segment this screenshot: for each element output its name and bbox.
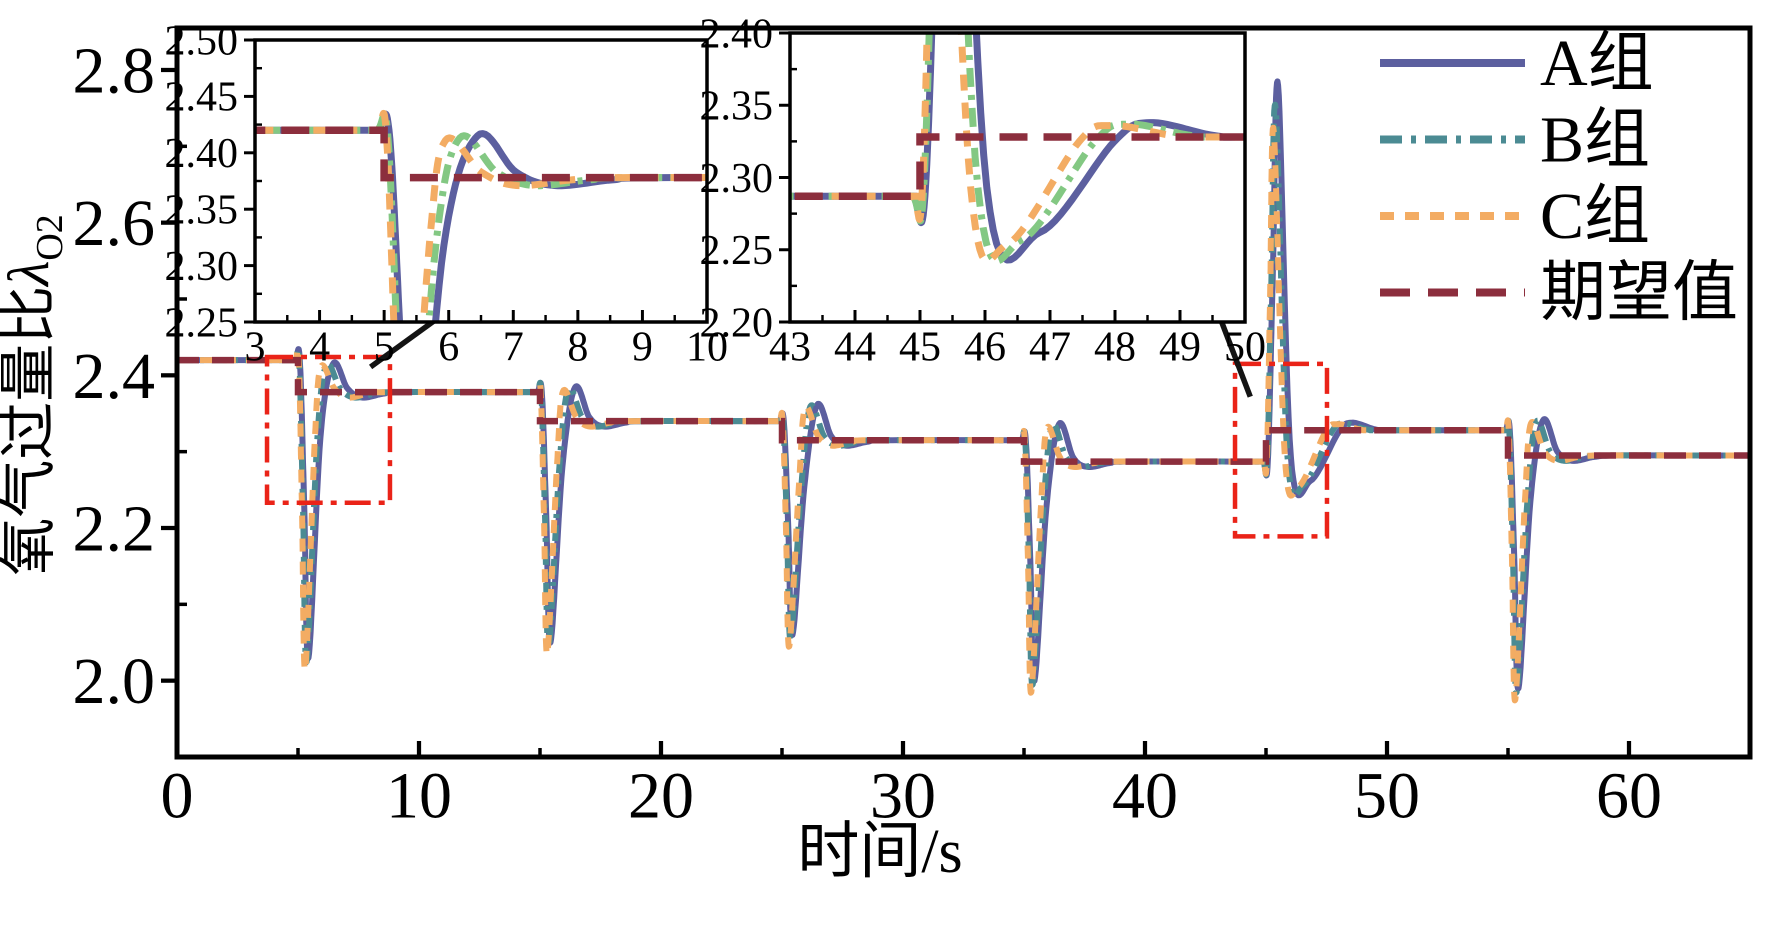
x-tick-label: 0 bbox=[161, 760, 194, 833]
legend-item-4: 期望值 bbox=[1380, 257, 1738, 330]
y-axis-title-lambda: λ bbox=[0, 261, 61, 288]
x-tick-label: 43 bbox=[769, 325, 811, 371]
y-tick-label: 2.40 bbox=[700, 11, 774, 57]
x-tick-label: 44 bbox=[834, 325, 876, 371]
y-tick-label: 2.0 bbox=[73, 645, 156, 718]
legend-label-3: C组 bbox=[1540, 180, 1650, 253]
main-axes: 0 10 20 30 40 50 60 2.0 2.2 2.4 2.6 2.8 bbox=[73, 25, 1753, 833]
x-tick-label: 5 bbox=[374, 325, 395, 371]
legend-item-3: C组 bbox=[1380, 180, 1650, 253]
zoom-region-rect-1 bbox=[264, 354, 393, 506]
inset-right: 43 44 45 46 47 48 49 50 2.20 2.25 2.30 2.35 2.40 bbox=[700, 11, 1267, 371]
y-tick-label: 2.20 bbox=[700, 300, 774, 346]
main-plot-curves bbox=[177, 78, 1750, 704]
y-tick-label: 2.2 bbox=[73, 492, 156, 565]
x-tick-label: 49 bbox=[1159, 325, 1201, 371]
x-tick-label: 50 bbox=[1224, 325, 1266, 371]
x-tick-label: 50 bbox=[1354, 760, 1420, 833]
x-tick-label: 9 bbox=[632, 325, 653, 371]
legend-item-2: B组 bbox=[1380, 104, 1650, 177]
y-axis-title-text: 氧气过量比 bbox=[0, 286, 61, 576]
expected-value-line bbox=[177, 356, 1750, 465]
x-tick-label: 7 bbox=[503, 325, 524, 371]
inset-left: 3 4 5 6 7 8 9 102.252.302.352.402.452.50 bbox=[165, 18, 729, 371]
x-tick-label: 45 bbox=[899, 325, 941, 371]
axes-frame bbox=[174, 25, 1753, 760]
legend-item-1: A组 bbox=[1380, 27, 1654, 100]
x-tick-label: 20 bbox=[628, 760, 694, 833]
x-tick-label: 48 bbox=[1094, 325, 1136, 371]
y-tick-label: 2.25 bbox=[700, 228, 774, 274]
legend-label-2: B组 bbox=[1540, 104, 1650, 177]
y-tick-label: 2.6 bbox=[73, 187, 156, 260]
y-axis-title-subscript: O2 bbox=[29, 214, 71, 260]
y-tick-label: 2.8 bbox=[73, 34, 156, 107]
x-tick-label: 60 bbox=[1596, 760, 1662, 833]
x-tick-label: 30 bbox=[870, 760, 936, 833]
zoom-region-rect-2 bbox=[1232, 361, 1330, 539]
y-tick-label: 2.4 bbox=[73, 340, 156, 413]
x-tick-label: 10 bbox=[386, 760, 452, 833]
x-axis-title: 时间/s bbox=[797, 818, 962, 886]
x-tick-label: 8 bbox=[567, 325, 588, 371]
x-tick-label: 47 bbox=[1029, 325, 1071, 371]
legend-label-1: A组 bbox=[1540, 27, 1654, 100]
y-axis-title: 氧气过量比λO2 bbox=[0, 214, 71, 576]
x-tick-label: 4 bbox=[309, 325, 330, 371]
x-tick-label: 10 bbox=[686, 325, 728, 371]
y-tick-label: 2.30 bbox=[700, 156, 774, 202]
x-tick-label: 40 bbox=[1112, 760, 1178, 833]
series-line-B bbox=[177, 101, 1750, 696]
x-tick-label: 6 bbox=[438, 325, 459, 371]
x-tick-label: 46 bbox=[964, 325, 1006, 371]
y-tick-label: 2.35 bbox=[700, 84, 774, 130]
legend-label-4: 期望值 bbox=[1540, 257, 1738, 330]
inset-background bbox=[790, 33, 1245, 322]
x-tick-label: 3 bbox=[245, 325, 266, 371]
